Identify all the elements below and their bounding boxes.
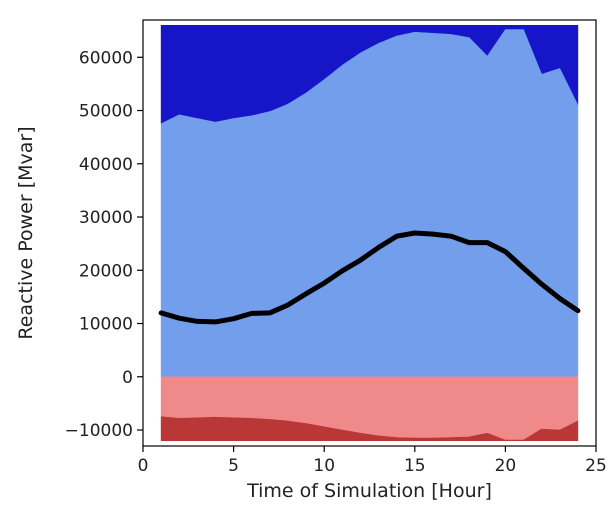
area-bands [160,24,579,442]
x-tick-label: 15 [404,456,426,476]
x-axis-label: Time of Simulation [Hour] [246,480,492,502]
x-tick-label: 20 [495,456,517,476]
y-tick-label: 0 [122,368,133,388]
y-tick-label: 10000 [79,315,133,335]
y-axis-label: Reactive Power [Mvar] [15,126,37,339]
x-tick-label: 10 [313,456,335,476]
series-line [158,230,581,325]
y-tick-label: 50000 [79,102,133,122]
area-band-4 [160,416,579,442]
y-tick-label: 20000 [79,261,133,281]
y-axis-ticks: −10000 0 10000 20000 30000 40000 50000 60000 [65,48,143,441]
y-tick-label: 30000 [79,208,133,228]
plot-frame [142,19,597,447]
y-tick-label: −10000 [65,421,133,441]
series-line-group [158,230,581,325]
y-tick-label: 40000 [79,155,133,175]
x-tick-label: 0 [138,456,149,476]
x-axis-ticks: 0 5 10 15 20 25 [138,446,607,476]
y-tick-label: 60000 [79,48,133,68]
x-tick-label: 25 [585,456,607,476]
x-tick-label: 5 [228,456,239,476]
